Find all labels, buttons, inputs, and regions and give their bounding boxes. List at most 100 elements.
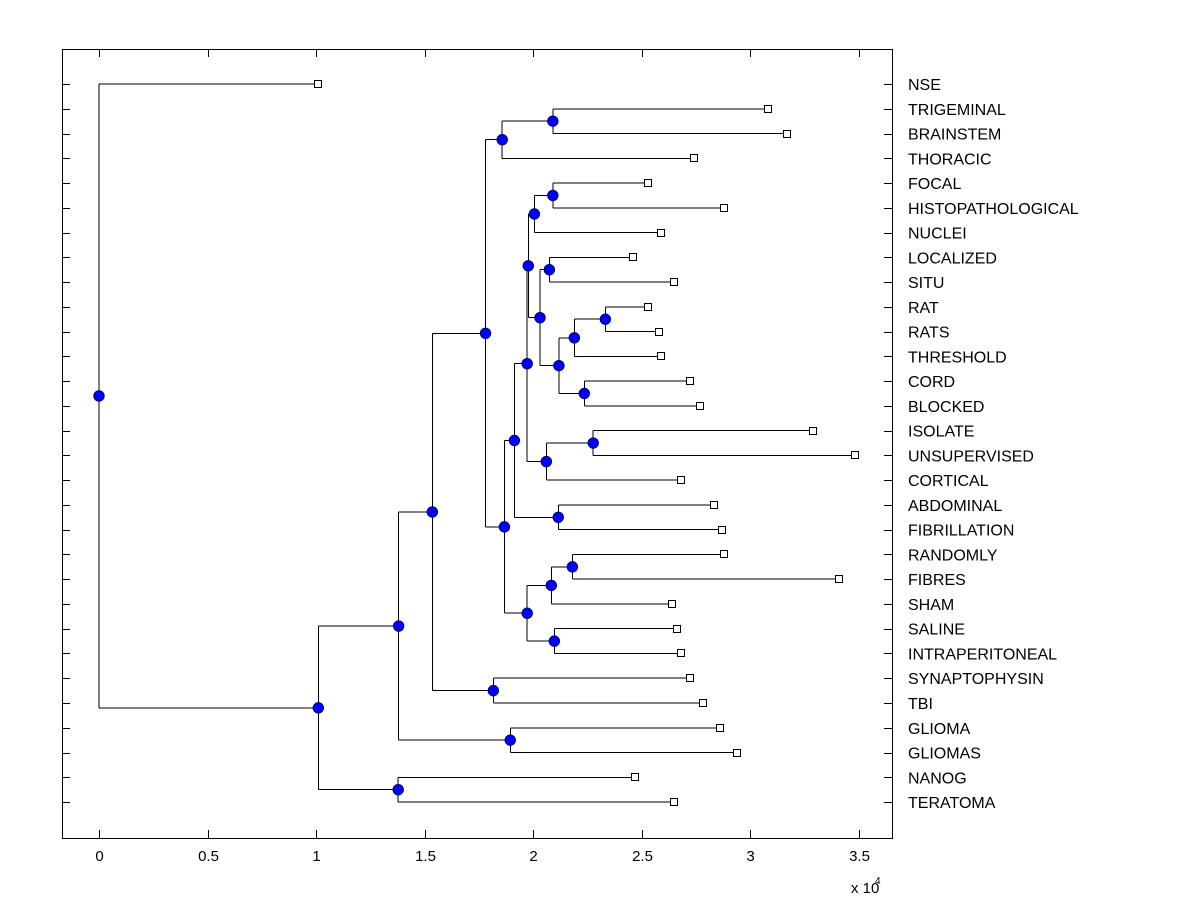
node-marker-n_D (508, 434, 521, 447)
node-marker-n_cord (578, 387, 591, 400)
x-tick-label: 1.5 (415, 848, 436, 865)
node-marker-n_loc (543, 264, 556, 276)
leaf-marker-intraperitoneal (677, 649, 685, 657)
node-marker-n_I (392, 620, 405, 632)
node-markers (93, 115, 612, 796)
leaf-markers (314, 80, 859, 806)
leaf-label-brainstem: BRAINSTEM (908, 127, 1001, 144)
axes: 0 0.5 1 1.5 2 2.5 3 3.5 x 10 4 (62, 49, 893, 897)
leaf-marker-rat (644, 303, 652, 311)
leaf-marker-situ (670, 278, 678, 286)
x-tick-label: 0.5 (198, 848, 219, 865)
leaf-label-cortical: CORTICAL (908, 473, 989, 490)
leaf-marker-unsupervised (851, 451, 859, 459)
x-multiplier-exponent: 4 (875, 876, 881, 887)
node-marker-n_iso2 (540, 455, 553, 468)
node-marker-n_K (392, 783, 404, 796)
x-tick-label: 0 (95, 848, 103, 865)
leaf-label-blocked: BLOCKED (908, 399, 984, 416)
y-axis-ticks (62, 84, 892, 803)
leaf-label-saline: SALINE (908, 622, 965, 639)
leaf-label-rats: RATS (908, 325, 949, 342)
leaf-label-focal: FOCAL (908, 176, 961, 193)
x-tick-label: 2 (529, 848, 537, 865)
leaf-marker-thoracic (690, 154, 698, 162)
leaf-marker-isolate (809, 427, 817, 435)
node-marker-n_J (312, 702, 325, 714)
node-marker-n_syn (487, 684, 500, 697)
node-marker-n_glioma (504, 734, 516, 746)
x-tick-label: 1 (312, 848, 320, 865)
leaf-marker-saline (673, 625, 681, 633)
node-marker-n_sal (548, 635, 561, 647)
leaf-marker-sham (668, 600, 676, 608)
node-marker-n_abd (552, 511, 564, 523)
leaf-label-intraperitoneal: INTRAPERITONEAL (908, 646, 1057, 663)
node-marker-n_iso (587, 437, 599, 449)
leaf-label-nuclei: NUCLEI (908, 226, 967, 243)
node-marker-n_E (498, 521, 511, 533)
leaf-marker-glioma (716, 724, 724, 732)
leaf-label-unsupervised: UNSUPERVISED (908, 448, 1034, 465)
leaf-label-localized: LOCALIZED (908, 250, 997, 267)
leaf-marker-blocked (696, 402, 704, 410)
leaf-marker-abdominal (710, 501, 718, 509)
branches (98, 83, 855, 803)
x-tick-label: 3.5 (849, 848, 870, 865)
node-marker-n_A (522, 260, 534, 272)
node-marker-n_B (534, 311, 546, 324)
leaf-marker-histopathological (720, 204, 728, 212)
leaf-label-synaptophysin: SYNAPTOPHYSIN (908, 671, 1044, 688)
leaf-label-teratoma: TERATOMA (908, 795, 996, 812)
leaf-marker-randomly (720, 550, 728, 558)
node-marker-n_H (426, 506, 439, 518)
leaf-marker-trigeminal (764, 105, 772, 113)
leaf-label-nanog: NANOG (908, 770, 967, 787)
node-marker-n_nuc (528, 208, 541, 220)
leaf-labels: NSE TRIGEMINAL BRAINSTEM THORACIC FOCAL HISTO… (908, 77, 1079, 812)
leaf-marker-rats (655, 328, 663, 336)
leaf-marker-nanog (631, 773, 639, 781)
leaf-label-situ: SITU (908, 275, 944, 292)
leaf-marker-fibres (835, 575, 843, 583)
leaf-label-rat: RAT (908, 300, 939, 317)
leaf-marker-cord (686, 377, 694, 385)
node-marker-n_trig (547, 115, 559, 127)
node-marker-n_top (496, 134, 508, 146)
leaf-marker-brainstem (783, 130, 791, 138)
leaf-marker-fibrillation (718, 526, 726, 534)
node-marker-n_sham (545, 579, 558, 592)
leaf-marker-tbi (699, 699, 707, 707)
leaf-label-fibrillation: FIBRILLATION (908, 523, 1014, 540)
leaf-label-gliomas: GLIOMAS (908, 746, 981, 763)
leaf-marker-teratoma (670, 798, 678, 806)
leaf-marker-cortical (677, 476, 685, 484)
leaf-marker-gliomas (733, 749, 741, 757)
x-axis-ticks (99, 49, 860, 838)
leaf-label-nse: NSE (908, 77, 941, 94)
leaf-marker-threshold (657, 352, 665, 360)
x-axis-tick-labels: 0 0.5 1 1.5 2 2.5 3 3.5 (95, 848, 870, 865)
leaf-marker-localized (629, 253, 637, 261)
node-marker-n_root (93, 390, 105, 402)
leaf-label-randomly: RANDOMLY (908, 547, 998, 564)
leaf-label-thoracic: THORACIC (908, 151, 992, 168)
leaf-label-abdominal: ABDOMINAL (908, 498, 1002, 515)
leaf-label-tbi: TBI (908, 696, 933, 713)
leaf-label-sham: SHAM (908, 597, 954, 614)
leaf-label-cord: CORD (908, 374, 955, 391)
leaf-label-glioma: GLIOMA (908, 721, 971, 738)
x-multiplier-label: x 10 (851, 880, 879, 897)
node-marker-n_F (479, 327, 492, 339)
node-marker-n_G (521, 607, 533, 619)
leaf-marker-focal (644, 179, 652, 187)
node-marker-n_focal (547, 189, 559, 202)
leaf-label-threshold: THRESHOLD (908, 349, 1007, 366)
leaf-label-fibres: FIBRES (908, 572, 966, 589)
leaf-label-histopathological: HISTOPATHOLOGICAL (908, 201, 1079, 218)
x-tick-label: 3 (746, 848, 754, 865)
leaf-label-trigeminal: TRIGEMINAL (908, 102, 1006, 119)
node-marker-n_rat (599, 313, 612, 325)
x-tick-label: 2.5 (632, 848, 653, 865)
